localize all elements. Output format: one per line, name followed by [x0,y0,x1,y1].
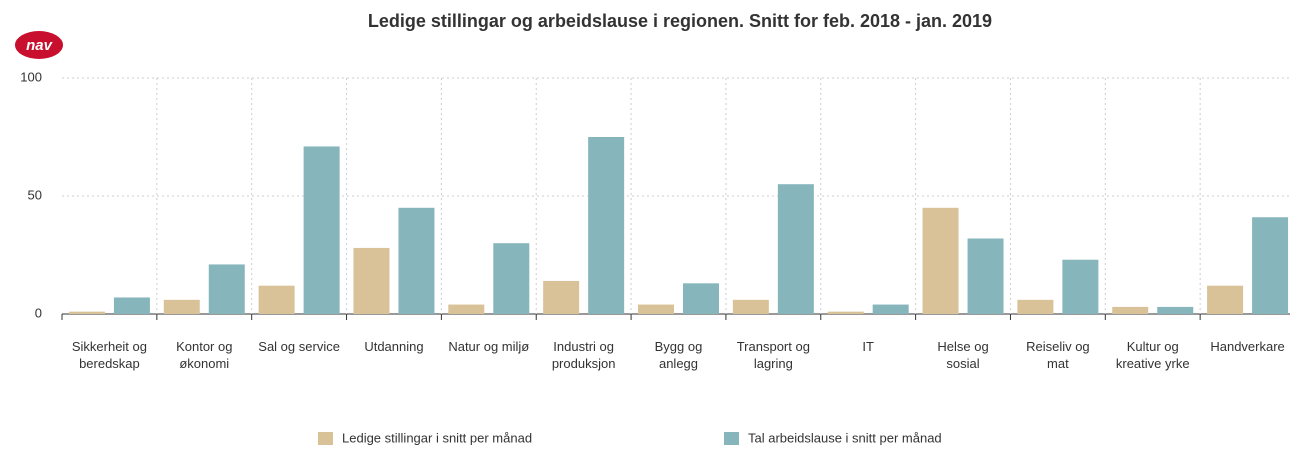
x-tick-label: Natur og miljø [448,339,530,354]
logo-shape [15,31,63,59]
bar [1157,306,1194,314]
bar [1062,259,1099,314]
x-tick-label: Reiseliv og mat [1026,339,1090,371]
x-tick-label: IT [862,339,874,354]
bar [683,283,719,314]
x-tick-label: Kultur og kreative yrke [1115,339,1190,371]
y-tick-label: 50 [28,187,42,202]
bar [1207,285,1244,314]
logo: nav [26,37,54,54]
chart-title: Ledige stillingar og arbeidslause i regi… [368,11,992,31]
bar [543,280,580,314]
y-tick-label: 0 [35,305,42,320]
bar [353,247,390,314]
bar [1252,217,1289,314]
bar [493,243,530,314]
legend-swatch [318,432,333,445]
x-tick-label: Sikkerheit og beredskap [71,339,147,371]
bar [398,207,435,314]
x-tick-label: Bygg og anlegg [654,339,703,371]
bar [638,304,674,314]
x-tick-label: Transport og lagring [736,339,810,371]
bar [68,311,105,314]
bar [732,299,769,314]
legend-swatch [724,432,739,445]
bar [448,304,485,314]
bar [1017,299,1054,314]
bar [303,146,340,314]
x-tick-label: Industri og produksjon [551,339,616,371]
x-tick-label: Handverkare [1210,339,1285,354]
x-tick-label: Kontor og økonomi [176,339,233,371]
bar [1112,306,1149,314]
x-tick-label: Utdanning [364,339,424,354]
bar [208,264,245,314]
x-tick-label: Helse og sosial [937,339,989,371]
bar [163,299,200,314]
bar [588,137,625,314]
legend-label: Ledige stillingar i snitt per månad [342,430,532,445]
bar [258,285,295,314]
bar [777,184,814,314]
bar [872,304,909,314]
bar [827,311,864,314]
bar [967,238,1004,314]
bar [113,297,150,314]
bar [922,207,959,314]
y-tick-label: 100 [20,69,42,84]
x-tick-label: Sal og service [258,339,340,354]
legend-label: Tal arbeidslause i snitt per månad [748,430,942,445]
